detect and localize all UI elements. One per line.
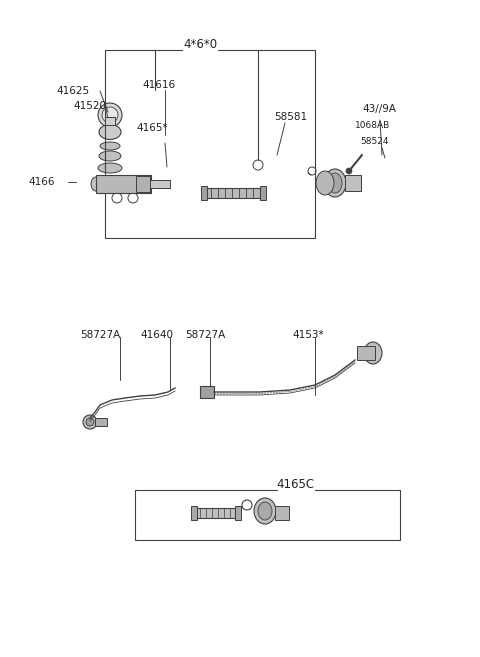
Ellipse shape [100, 142, 120, 150]
Circle shape [83, 415, 97, 429]
Ellipse shape [316, 171, 334, 195]
Bar [275, 506, 289, 520]
Bar [150, 180, 170, 188]
Text: 1068AB: 1068AB [355, 122, 390, 131]
Circle shape [98, 103, 122, 127]
Text: 4166: 4166 [28, 177, 55, 187]
Ellipse shape [99, 151, 121, 161]
Text: 41625: 41625 [56, 86, 89, 96]
Bar [200, 386, 214, 398]
Bar [136, 176, 150, 192]
Bar [96, 175, 151, 193]
Bar [105, 117, 115, 125]
Text: 58727A: 58727A [185, 330, 225, 340]
Text: 58727A: 58727A [80, 330, 120, 340]
Ellipse shape [328, 173, 342, 193]
Ellipse shape [99, 124, 121, 139]
Bar [235, 506, 241, 520]
Bar [260, 186, 266, 200]
Bar [195, 508, 235, 518]
Ellipse shape [364, 342, 382, 364]
Text: 4*6*0: 4*6*0 [183, 37, 217, 51]
Circle shape [346, 168, 352, 174]
Bar [95, 418, 107, 426]
Ellipse shape [258, 502, 272, 520]
Circle shape [102, 107, 118, 123]
Bar [345, 175, 361, 191]
Text: 41640: 41640 [140, 330, 173, 340]
Text: 43//9A: 43//9A [362, 104, 396, 114]
Text: 58524: 58524 [360, 137, 388, 145]
Ellipse shape [98, 163, 122, 173]
Text: 58581: 58581 [274, 112, 307, 122]
Circle shape [86, 418, 94, 426]
Text: 41520: 41520 [73, 101, 106, 111]
Bar [191, 506, 197, 520]
Text: 4165C: 4165C [276, 478, 314, 491]
Text: 41616: 41616 [142, 80, 175, 90]
Ellipse shape [324, 169, 346, 197]
Bar [357, 346, 375, 360]
Text: 4153*: 4153* [292, 330, 324, 340]
Bar [205, 188, 260, 198]
Text: 4165*: 4165* [136, 123, 168, 133]
Ellipse shape [254, 498, 276, 524]
Ellipse shape [91, 177, 101, 191]
Bar [201, 186, 207, 200]
